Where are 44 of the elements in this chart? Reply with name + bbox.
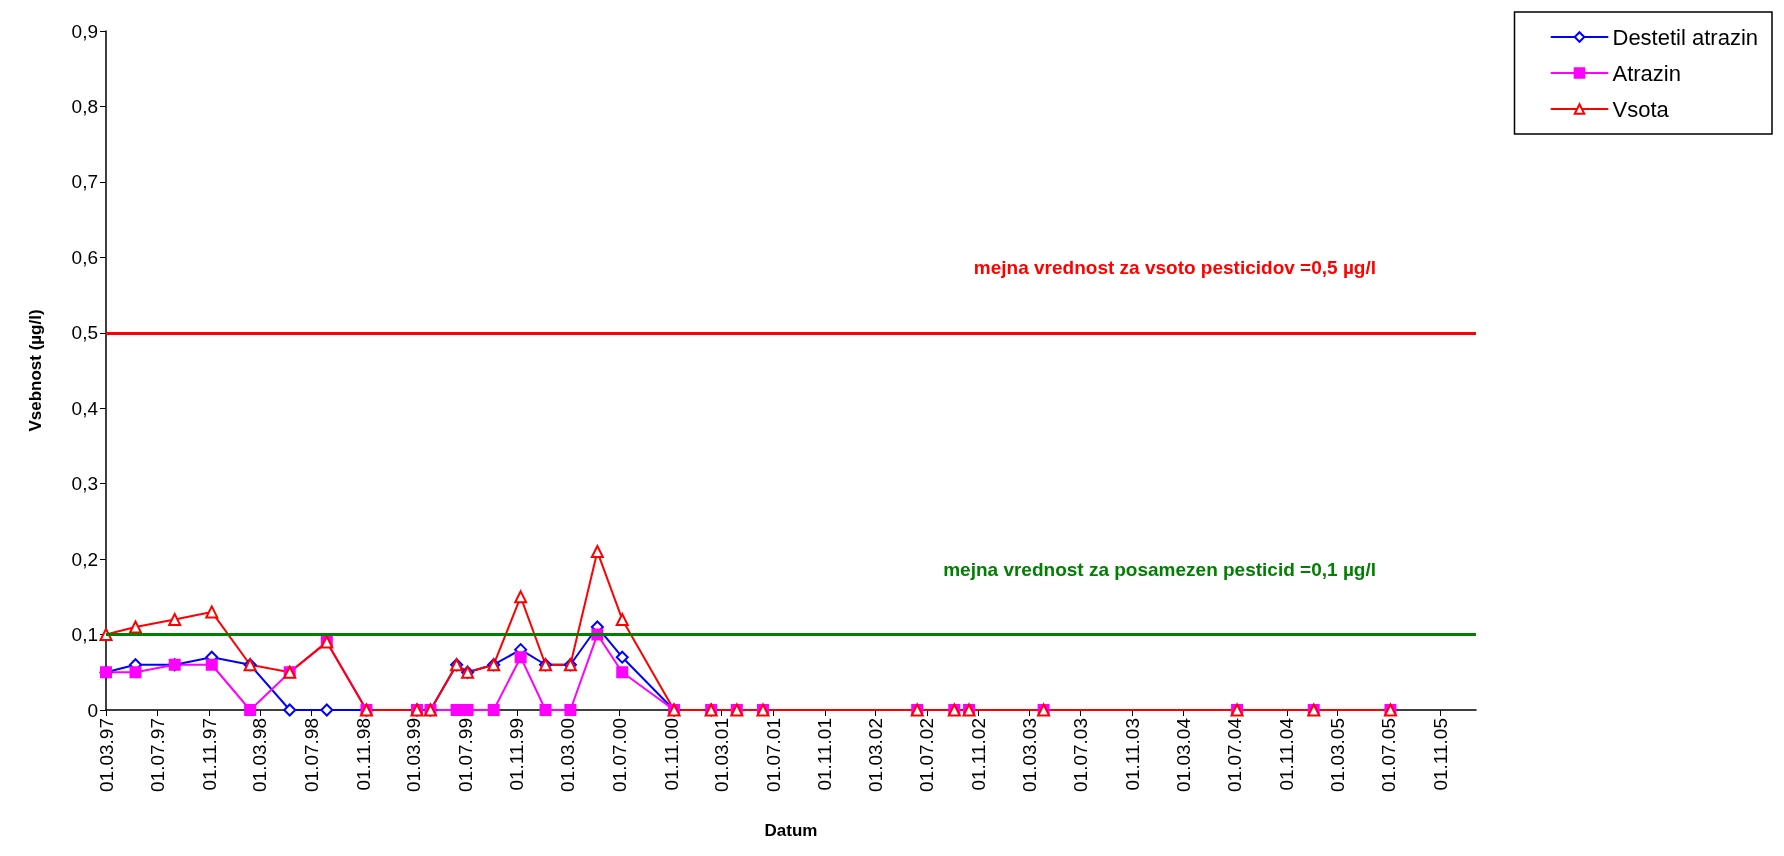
y-tick-label: 0,5: [71, 322, 98, 344]
y-tick-label: 0,1: [71, 624, 98, 646]
ref-line-label: mejna vrednost za vsoto pesticidov =0,5 µg/l: [973, 256, 1376, 278]
x-tick-label: 01.03.05: [1326, 718, 1348, 792]
y-tick-label: 0,8: [71, 95, 98, 117]
x-tick-label: 01.07.04: [1224, 717, 1246, 792]
x-tick-label: 01.07.02: [916, 718, 938, 792]
x-tick-label: 01.11.04: [1276, 717, 1298, 791]
legend-label: Atrazin: [1612, 60, 1681, 86]
x-tick-label: 01.03.00: [557, 718, 579, 792]
x-tick-label: 01.11.99: [506, 718, 528, 791]
x-tick-label: 01.07.99: [454, 718, 476, 792]
x-tick-label: 01.11.97: [198, 718, 220, 791]
y-tick-label: 0,9: [71, 20, 98, 42]
x-tick-label: 01.11.03: [1122, 718, 1144, 791]
ref-line-label: mejna vrednost za posamezen pesticid =0,1 µg/l: [943, 558, 1376, 580]
x-tick-label: 01.03.97: [95, 718, 117, 792]
x-tick-label: 01.03.98: [249, 718, 271, 792]
x-tick-label: 01.07.05: [1378, 718, 1400, 792]
x-tick-label: 01.11.98: [352, 718, 374, 791]
x-tick-label: 01.03.03: [1018, 718, 1040, 792]
y-tick-label: 0: [87, 699, 98, 721]
x-tick-label: 01.07.03: [1070, 718, 1092, 792]
x-tick-label: 01.07.98: [300, 718, 322, 792]
x-tick-label: 01.11.02: [968, 718, 990, 791]
x-tick-label: 01.07.97: [146, 718, 168, 792]
legend-label: Vsota: [1612, 96, 1670, 122]
x-axis-title: Datum: [764, 821, 818, 840]
x-tick-label: 01.03.02: [864, 718, 886, 792]
x-tick-label: 01.03.99: [403, 718, 425, 792]
y-tick-label: 0,4: [71, 397, 99, 419]
x-tick-label: 01.07.01: [762, 718, 784, 792]
x-tick-label: 01.03.01: [711, 718, 733, 792]
x-tick-label: 01.11.05: [1430, 718, 1452, 791]
x-tick-label: 01.11.00: [660, 718, 682, 791]
y-tick-label: 0,7: [71, 171, 98, 193]
x-tick-label: 01.03.04: [1173, 717, 1195, 792]
x-tick-label: 01.11.01: [814, 718, 836, 791]
y-tick-label: 0,6: [71, 246, 98, 268]
y-tick-label: 0,3: [71, 473, 98, 495]
x-tick-label: 01.07.00: [608, 718, 630, 792]
y-tick-label: 0,2: [71, 548, 98, 570]
y-axis-title: Vsebnost (µg/l): [26, 309, 45, 432]
legend-label: Destetil atrazin: [1612, 24, 1759, 50]
